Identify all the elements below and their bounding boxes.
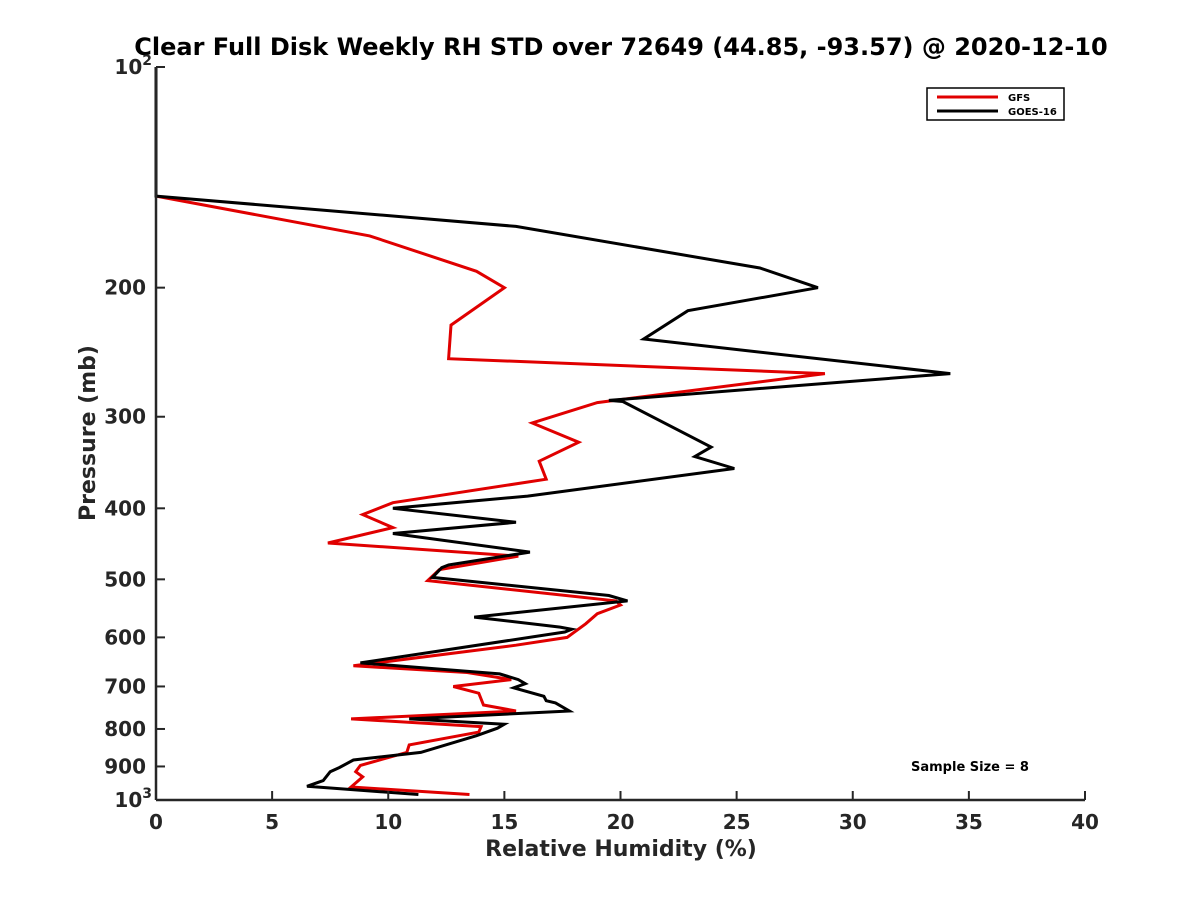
x-tick-label: 35 (955, 810, 983, 834)
y-tick-label: 700 (104, 674, 146, 698)
sample-size-annotation: Sample Size = 8 (911, 760, 1029, 775)
x-tick-label: 25 (723, 810, 751, 834)
tick-exponent: 2 (142, 53, 152, 69)
y-tick-label: 900 (104, 754, 146, 778)
x-axis-label: Relative Humidity (%) (485, 837, 757, 862)
y-tick-label: 103 (114, 786, 152, 812)
y-tick-label: 200 (104, 276, 146, 300)
x-tick-label: 0 (149, 810, 163, 834)
x-tick-label: 10 (374, 810, 402, 834)
y-tick-label: 102 (114, 53, 152, 79)
chart-title: Clear Full Disk Weekly RH STD over 72649… (134, 33, 1107, 61)
legend-box (926, 87, 1065, 121)
x-tick-label: 15 (490, 810, 518, 834)
y-tick-label: 600 (104, 625, 146, 649)
legend-label-goes: GOES-16 (1008, 107, 1057, 118)
x-tick-label: 20 (607, 810, 635, 834)
x-tick-labels: 0 5 10 15 20 25 30 35 40 (149, 810, 1099, 834)
x-tick-label: 30 (839, 810, 867, 834)
legend: GFS GOES-16 (926, 87, 1065, 121)
y-tick-label: 500 (104, 567, 146, 591)
plot-area (154, 66, 1086, 802)
tick-exponent: 3 (142, 786, 152, 802)
legend-label-gfs: GFS (1008, 93, 1030, 104)
y-tick-label: 400 (104, 496, 146, 520)
series-line-goes-16 (154, 67, 951, 796)
x-tick-label: 5 (265, 810, 279, 834)
series-line-gfs (154, 67, 826, 796)
x-tick-label: 40 (1071, 810, 1099, 834)
y-axis-label: Pressure (mb) (76, 345, 101, 521)
tick-base: 10 (114, 55, 142, 79)
tick-base: 10 (114, 788, 142, 812)
y-tick-label: 300 (104, 405, 146, 429)
y-tick-label: 800 (104, 717, 146, 741)
